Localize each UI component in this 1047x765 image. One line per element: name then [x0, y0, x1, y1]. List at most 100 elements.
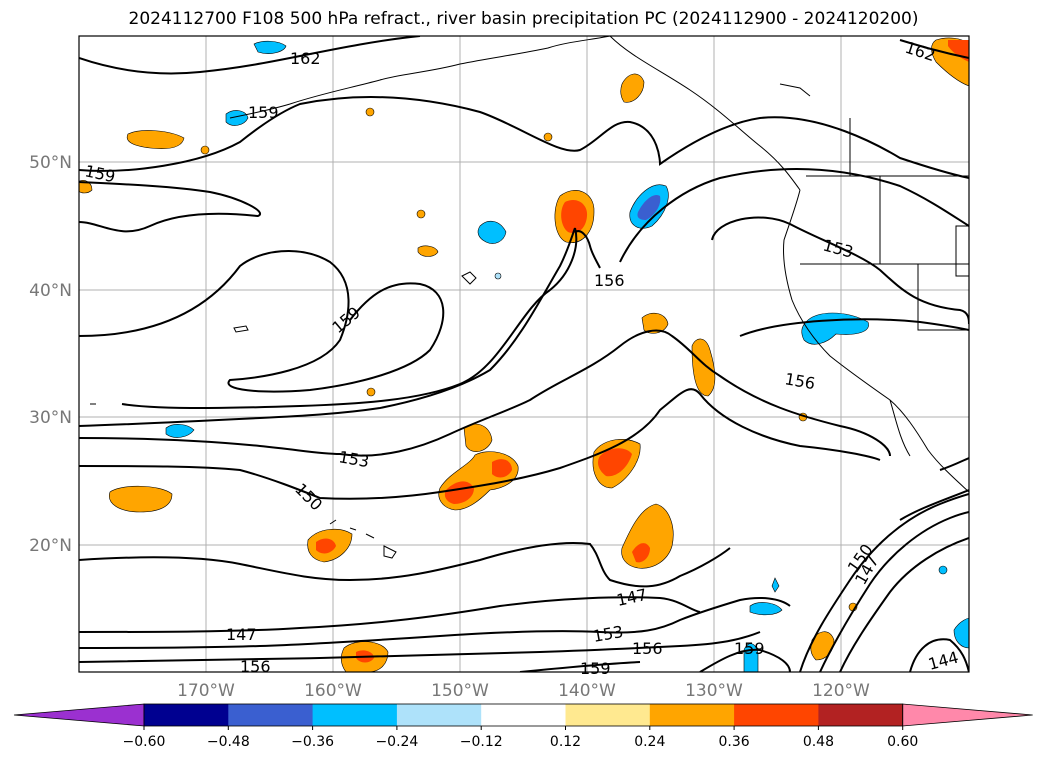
colorbar-extend-low	[13, 703, 145, 727]
island	[779, 83, 811, 97]
contour-label: 159	[580, 659, 611, 678]
colorbar-segment	[144, 704, 229, 726]
colorbar-tick-label: −0.24	[375, 734, 418, 750]
hawaii-islands	[329, 519, 397, 559]
precip-patch-cool	[477, 220, 507, 244]
contour-156-low	[79, 631, 761, 663]
colorbar-segment	[818, 704, 904, 726]
contour-150-main	[79, 388, 881, 500]
precip-patch-warm-core	[598, 448, 632, 477]
contour-159-south	[121, 227, 578, 409]
contour-153-east	[899, 489, 969, 521]
precip-patch-cool	[749, 602, 783, 616]
lon-label-160w: 160°W	[304, 681, 362, 701]
precip-dot-warm	[200, 145, 210, 155]
precip-patch-cool	[771, 577, 780, 593]
island	[233, 325, 249, 333]
precip-patch-warm	[109, 485, 173, 513]
contour-153	[79, 329, 891, 457]
colorbar-tick-label: −0.60	[123, 734, 166, 750]
contour-144-east	[839, 537, 969, 672]
precip-patch-warm	[126, 130, 185, 149]
contour-label: 147	[226, 625, 257, 644]
contour-label: 156	[632, 639, 663, 658]
contour-159-low	[519, 648, 791, 672]
lon-label-150w: 150°W	[431, 681, 489, 701]
precip-patch-warm	[620, 73, 645, 103]
colorbar-segment	[312, 704, 398, 726]
colorbar-tick-label: 0.48	[803, 734, 834, 750]
contour-147	[79, 541, 731, 588]
lon-label-120w: 120°W	[812, 681, 870, 701]
contour-156-west	[79, 227, 576, 427]
precip-patch-warm-core	[632, 543, 650, 563]
contour-159-north	[79, 96, 969, 179]
state-border	[917, 264, 969, 331]
contour-159-loop	[79, 181, 261, 233]
contour-147-low	[79, 596, 701, 633]
lon-label-170w: 170°W	[177, 681, 235, 701]
precip-dot-cool	[938, 565, 948, 575]
colorbar-tick-label: −0.36	[291, 734, 334, 750]
map-plot-area	[79, 36, 969, 672]
precip-patch-cool	[253, 40, 287, 54]
contour-162	[79, 36, 421, 75]
canada-coast	[783, 189, 801, 301]
colorbar-segment	[481, 704, 566, 726]
colorbar-tick-label: −0.12	[460, 734, 503, 750]
contour-label: 156	[240, 657, 271, 676]
refractivity-contours	[79, 36, 969, 672]
precip-patch-warm	[417, 245, 439, 257]
colorbar-tick-label: 0.12	[550, 734, 581, 750]
gulf-alaska-coast	[609, 36, 801, 191]
contour-147-east	[819, 511, 969, 672]
precip-dot-warm	[543, 132, 553, 142]
lat-label-50n: 50°N	[29, 153, 72, 173]
contour-156-east	[739, 318, 969, 337]
alaska-islands	[229, 103, 291, 119]
contour-153-low	[79, 597, 791, 649]
colorbar-segment	[649, 704, 735, 726]
colorbar-segment	[228, 704, 314, 726]
lon-label-130w: 130°W	[685, 681, 743, 701]
contour-150-east	[799, 493, 969, 672]
precip-patch-warm	[691, 338, 716, 397]
lat-label-30n: 30°N	[29, 408, 72, 428]
colorbar-extend-high	[902, 703, 1033, 727]
contour-label: 159	[248, 103, 279, 122]
contour-156-north	[574, 167, 969, 269]
gridlines	[79, 36, 969, 672]
precip-patch-warm-core	[561, 199, 588, 234]
precip-patch-cool	[953, 617, 969, 649]
colorbar-segment	[734, 704, 819, 726]
colorbar-tick-label: −0.48	[207, 734, 250, 750]
map-title: 2024112700 F108 500 hPa refract., river …	[128, 9, 919, 29]
baja-coast	[889, 399, 911, 457]
longitude-labels: 170°W 160°W 150°W 140°W 130°W 120°W	[177, 681, 870, 701]
alaska-coast	[289, 36, 611, 105]
colorbar-tick-label: 0.36	[719, 734, 750, 750]
colorbar-tick-label: 0.60	[887, 734, 918, 750]
precip-patch-cool	[165, 424, 195, 438]
contour-159-mid	[79, 250, 445, 393]
contour-144-closed	[909, 638, 969, 672]
precip-dot-warm	[366, 387, 376, 397]
contour-150-east2	[939, 457, 969, 471]
contour-label: 159	[734, 639, 765, 658]
colorbar-border	[143, 703, 904, 727]
contour-156-loop	[711, 216, 969, 325]
lat-label-20n: 20°N	[29, 536, 72, 556]
island	[461, 271, 477, 285]
plot-border	[78, 35, 970, 673]
precip-dot-cool	[494, 272, 502, 280]
colorbar-segment	[565, 704, 651, 726]
precip-patch-warm-core	[316, 538, 336, 554]
colorbar-tick-label: 0.24	[634, 734, 665, 750]
contour-label: 156	[594, 271, 625, 290]
precip-patch-cool	[225, 110, 249, 126]
precip-patch-warm-core	[492, 459, 512, 478]
latitude-labels: 50°N 40°N 30°N 20°N	[29, 153, 72, 556]
precip-dot-warm	[365, 107, 375, 117]
state-border	[955, 225, 969, 277]
